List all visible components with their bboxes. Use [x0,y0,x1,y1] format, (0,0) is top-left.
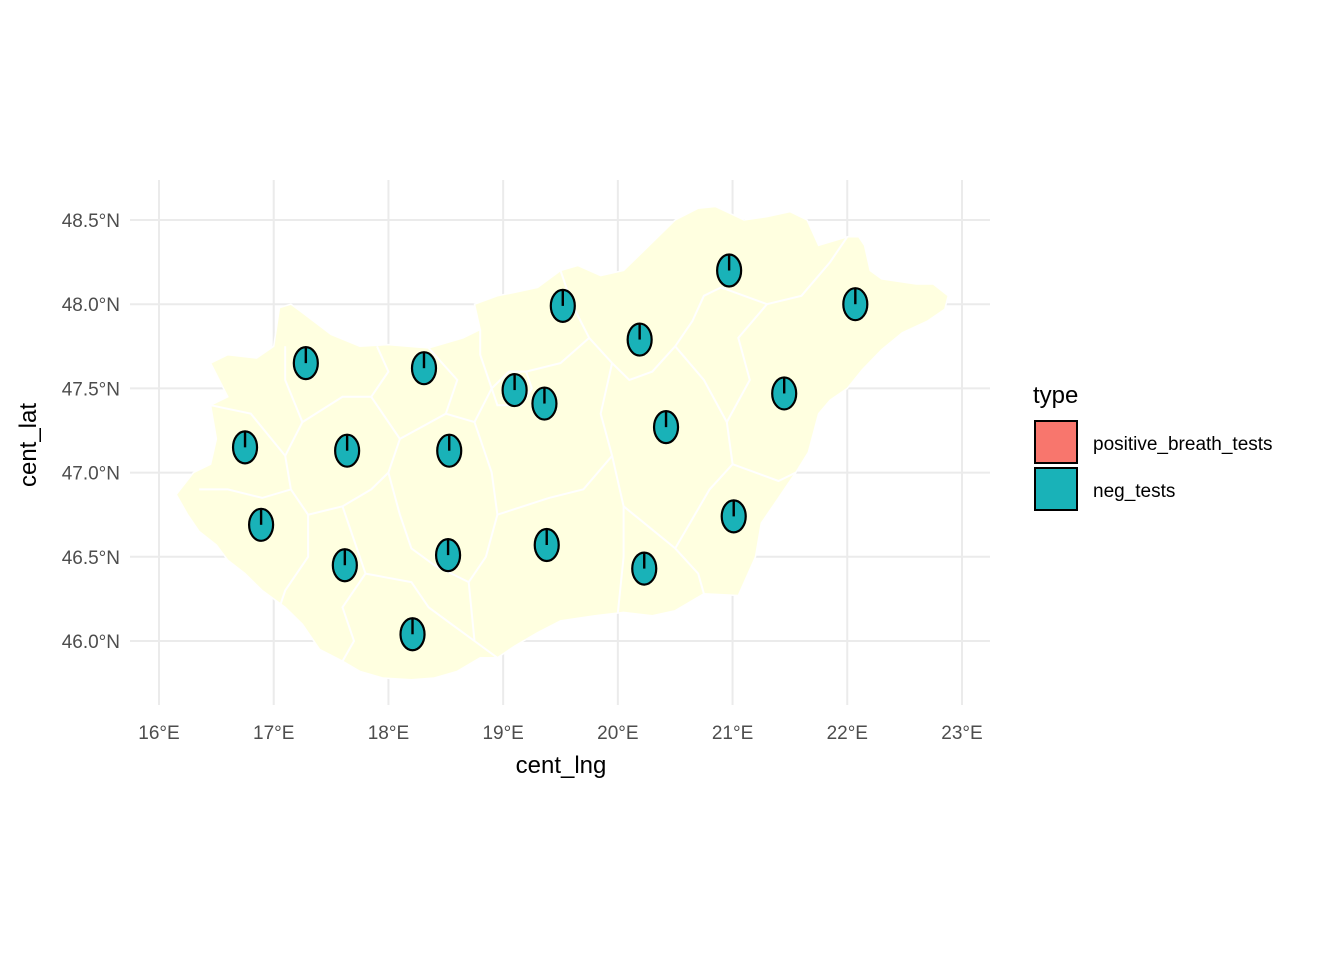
pie-marker-13 [626,322,653,357]
county-border-20 [720,286,768,306]
county-border-5 [278,514,310,608]
legend-title: type [1033,382,1078,409]
x-tick-label: 23°E [941,723,982,744]
county-border-16 [622,505,705,595]
pie-marker-19 [842,287,869,322]
x-tick-label: 22°E [827,723,868,744]
country-outline [175,205,950,681]
pie-marker-18 [771,376,798,411]
county-border-13 [588,286,722,382]
legend-swatch-neg-tests [1034,467,1078,511]
y-tick-label: 47.5°N [62,379,120,400]
county-border-14 [599,362,625,613]
county-border-11 [490,370,533,407]
x-axis-ticks: 16°E 17°E 18°E 19°E 20°E 21°E 22°E 23°E [138,723,982,744]
pie-marker-9 [501,372,528,408]
pie-marker-8 [434,538,462,573]
pie-marker-7 [436,433,463,468]
pie-marker-12 [549,288,576,323]
county-border-15 [497,455,613,516]
pie-marker-2 [292,346,319,381]
legend: type positive_breath_tests neg_tests [1033,382,1273,511]
pie-marker-17 [720,499,747,534]
legend-label-positive-breath-tests: positive_breath_tests [1093,434,1273,455]
y-axis-title: cent_lat [15,403,42,487]
x-tick-label: 20°E [597,723,638,744]
y-tick-label: 46.0°N [62,632,120,653]
y-tick-label: 48.5°N [62,211,120,232]
pie-marker-1 [247,507,275,542]
pie-marker-4 [331,548,358,583]
pie-marker-5 [399,617,426,652]
county-border-6 [341,505,367,662]
legend-label-neg-tests: neg_tests [1093,481,1175,502]
x-tick-label: 16°E [138,723,179,744]
county-border-7 [365,572,498,659]
x-tick-label: 19°E [482,723,523,744]
y-tick-label: 47.0°N [62,464,120,485]
county-border-1 [284,346,304,457]
pie-marker-14 [652,410,680,445]
county-border-17 [674,345,734,549]
x-tick-label: 18°E [368,723,409,744]
y-tick-label: 48.0°N [62,295,120,316]
pie-marker-3 [334,433,361,468]
legend-swatch-positive-breath-tests [1034,420,1078,464]
y-tick-label: 46.5°N [62,548,120,569]
county-border-10 [467,421,499,642]
x-tick-label: 21°E [712,723,753,744]
county-border-8 [399,329,493,440]
county-border-9 [427,347,459,415]
pie-markers [231,253,869,652]
pie-marker-0 [231,430,259,465]
pie-marker-11 [533,527,560,563]
county-border-19 [732,463,797,483]
x-axis-title: cent_lng [516,752,607,779]
pie-marker-15 [631,551,658,586]
y-axis-ticks: 46.0°N 46.5°N 47.0°N 47.5°N 48.0°N 48.5°N [62,211,120,653]
pie-marker-16 [716,253,743,288]
x-tick-label: 17°E [253,723,294,744]
pie-marker-6 [410,351,438,386]
pie-marker-10 [531,386,558,421]
